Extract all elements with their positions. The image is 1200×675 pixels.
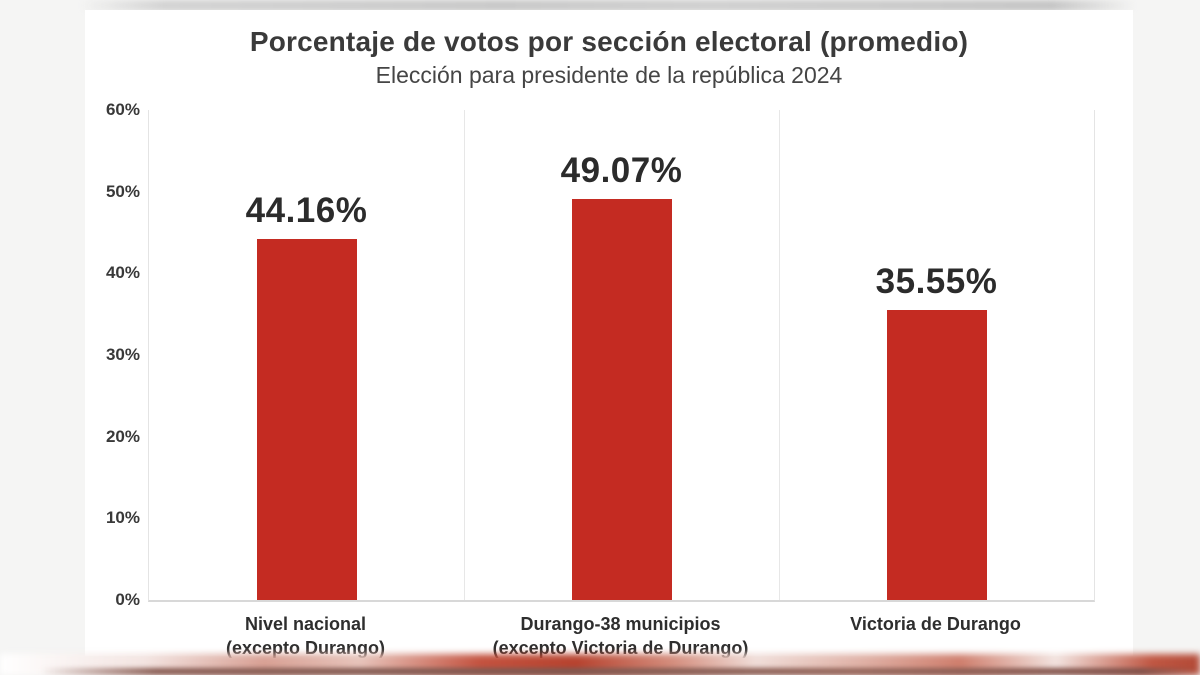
y-tick-label: 50% [105, 181, 140, 201]
category-label: Nivel nacional (excepto Durango) [148, 612, 463, 661]
top-blur-band [80, 0, 1135, 11]
y-tick-label: 10% [105, 508, 140, 528]
y-tick-label: 0% [115, 590, 140, 609]
category-label: Victoria de Durango [778, 612, 1093, 636]
bar-value-label: 44.16% [245, 191, 368, 231]
category-label-line: Durango-38 municipios [520, 614, 721, 634]
category-label-line: (excepto Victoria de Durango) [492, 638, 749, 659]
y-tick-label: 20% [105, 426, 140, 446]
plot-area: 44.16% 49.07% 35.55% [148, 110, 1095, 602]
bar-3 [886, 309, 987, 600]
y-tick-label: 60% [105, 100, 140, 119]
bottom-blur-band-dark-edge [40, 668, 1200, 675]
category-label-line: (excepto Durango) [225, 638, 385, 659]
category-label: Durango-38 municipios (excepto Victoria d… [463, 612, 778, 661]
chart-title: Porcentaje de votos por sección electora… [249, 26, 969, 57]
column-separator-line [464, 110, 465, 600]
bar-2 [571, 199, 672, 600]
y-tick-label: 30% [105, 345, 140, 364]
bar-value-label: 49.07% [560, 151, 683, 191]
bar-1 [256, 239, 357, 600]
column-separator-line [779, 110, 780, 600]
chart-card: Porcentaje de votos por sección electora… [85, 10, 1133, 658]
category-label-line: Victoria de Durango [850, 614, 1021, 634]
y-tick-label: 40% [105, 263, 140, 283]
bar-value-label: 35.55% [875, 261, 998, 301]
category-label-line: Nivel nacional [244, 614, 367, 634]
chart-subtitle: Elección para presidente de la república… [375, 62, 843, 88]
